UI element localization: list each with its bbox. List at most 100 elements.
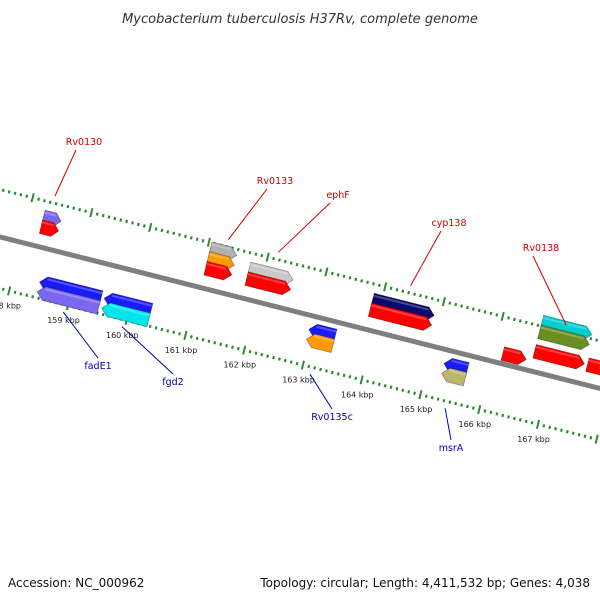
leader-line-4 — [532, 255, 567, 326]
inner-tick-mark-108 — [565, 430, 569, 434]
outer-tick-mark-54 — [272, 256, 275, 261]
outer-tick-mark-96 — [518, 319, 522, 323]
gene-arrow-sheen-18 — [449, 369, 467, 376]
inner-tick-mark-80 — [401, 388, 405, 392]
outer-tick-mark-30 — [131, 221, 134, 225]
inner-tick-mark-76 — [377, 382, 381, 387]
inner-tick-mark-113 — [594, 434, 599, 444]
outer-tick-mark-75 — [395, 288, 399, 292]
outer-tick-mark-79 — [419, 293, 422, 298]
outer-tick-mark-29 — [125, 219, 129, 224]
outer-tick-mark-15 — [42, 199, 46, 203]
leader-line-5 — [62, 311, 99, 359]
accession-text: Accession: NC_000962 — [8, 576, 144, 590]
inner-tick-mark-52 — [236, 346, 240, 351]
outer-tick-mark-63 — [324, 267, 329, 277]
outer-tick-mark-37 — [172, 231, 176, 236]
gene-arrow-sheen-8 — [211, 243, 232, 251]
inner-tick-mark-79 — [395, 387, 399, 391]
inner-tick-mark-16 — [25, 293, 29, 297]
gene-arrow-sheen-21 — [540, 326, 584, 340]
inner-tick-mark-85 — [430, 395, 434, 400]
outer-tick-mark-91 — [489, 311, 493, 316]
outer-tick-mark-12 — [25, 194, 29, 198]
gene-label-rv0135c: Rv0135c — [311, 412, 353, 423]
outer-tick-mark-13 — [30, 193, 35, 203]
outer-tick-mark-31 — [136, 222, 140, 227]
gene-arrow-sheen-17 — [451, 359, 469, 366]
outer-tick-mark-39 — [183, 234, 187, 239]
inner-tick-mark-72 — [354, 376, 358, 381]
outer-tick-mark-10 — [13, 191, 17, 196]
inner-tick-mark-77 — [383, 384, 387, 388]
gene-arrow-21 — [537, 324, 590, 351]
inner-tick-mark-46 — [201, 338, 205, 342]
outer-tick-mark-23 — [89, 207, 94, 218]
outer-tick-mark-73 — [383, 282, 388, 292]
gene-label-rv0130: Rv0130 — [66, 137, 102, 148]
outer-tick-mark-33 — [148, 222, 153, 233]
label-leader-lines — [54, 149, 567, 441]
outer-tick-mark-93 — [500, 311, 505, 322]
inner-tick-mark-37 — [148, 324, 152, 329]
inner-tick-mark-98 — [507, 415, 510, 419]
tick-label-163kbp: 163 kbp — [282, 376, 315, 385]
gene-arrow-10 — [203, 260, 233, 281]
outer-tick-mark-40 — [189, 236, 193, 240]
outer-tick-mark-55 — [278, 258, 281, 262]
inner-tick-mark-51 — [231, 345, 234, 349]
inner-tick-mark-90 — [460, 403, 463, 407]
outer-tick-mark-32 — [142, 224, 146, 228]
outer-tick-mark-14 — [37, 197, 40, 201]
outer-tick-mark-108 — [589, 336, 593, 341]
outer-tick-mark-86 — [460, 304, 463, 308]
outer-tick-mark-52 — [260, 253, 264, 258]
outer-tick-mark-35 — [160, 228, 164, 233]
outer-tick-mark-64 — [330, 271, 334, 276]
inner-tick-mark-38 — [154, 326, 158, 330]
tick-label-158kbp: 158 kbp — [0, 301, 21, 310]
gene-arrow-sheen-22 — [535, 346, 579, 359]
outer-tick-mark-53 — [265, 252, 270, 262]
gene-label-fade1: fadE1 — [84, 361, 111, 372]
inner-tick-mark-43 — [183, 330, 188, 340]
gene-arrow-3 — [38, 219, 60, 237]
gene-arrow-sheen-11 — [249, 263, 288, 275]
outer-tick-mark-99 — [536, 323, 540, 328]
leader-line-8 — [444, 408, 452, 441]
gene-arrow-sheen-4 — [47, 278, 103, 295]
inner-tick-mark-91 — [466, 404, 469, 409]
outer-tick-mark-68 — [354, 277, 358, 282]
inner-tick-mark-99 — [513, 416, 516, 421]
gene-label-msra: msrA — [439, 443, 464, 454]
inner-tick-mark-67 — [325, 369, 328, 373]
gene-arrow-12 — [244, 271, 292, 296]
inner-tick-mark-59 — [278, 357, 281, 361]
inner-tick-mark-15 — [19, 292, 23, 296]
inner-tick-mark-58 — [272, 355, 275, 360]
forward-tick-ring — [1, 188, 599, 342]
inner-tick-mark-71 — [348, 375, 352, 379]
inner-tick-mark-17 — [31, 295, 35, 299]
inner-tick-mark-92 — [471, 406, 475, 410]
inner-tick-mark-107 — [560, 428, 563, 432]
gene-arrow-18 — [440, 367, 468, 387]
inner-tick-mark-54 — [248, 349, 252, 354]
outer-tick-mark-67 — [348, 276, 352, 280]
inner-tick-mark-110 — [577, 433, 581, 437]
map-title: Mycobacterium tuberculosis H37Rv, comple… — [122, 12, 478, 27]
outer-tick-mark-84 — [448, 301, 452, 305]
inner-tick-mark-74 — [366, 379, 369, 384]
outer-tick-mark-48 — [236, 247, 240, 252]
outer-tick-mark-51 — [254, 252, 258, 256]
leader-line-0 — [54, 149, 77, 197]
inner-tick-mark-12 — [1, 287, 5, 292]
inner-tick-mark-73 — [359, 375, 364, 385]
outer-tick-mark-11 — [19, 193, 23, 197]
gene-labels: Rv0130 Rv0133 ephF cyp138 Rv0138 fadE1 f… — [66, 137, 559, 454]
leader-line-2 — [277, 202, 331, 253]
outer-tick-mark-62 — [319, 268, 322, 273]
inner-tick-mark-103 — [535, 419, 541, 429]
tick-label-164kbp: 164 kbp — [341, 390, 374, 399]
gene-arrow-7 — [101, 302, 151, 328]
